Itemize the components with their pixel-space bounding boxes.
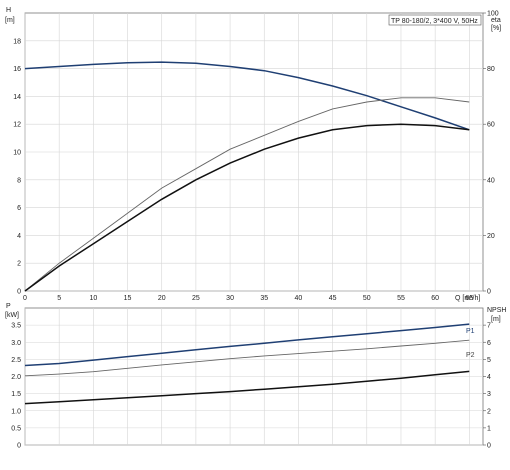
top-x-tick-labels: 0 5 10 15 20 25 30 35 40 45 50 55 60 65 bbox=[23, 295, 473, 302]
series-label-p1: P1 bbox=[466, 328, 475, 335]
bottom-right-tick-label: 3 bbox=[487, 391, 491, 398]
bottom-left-tick-label: 2.5 bbox=[11, 357, 21, 364]
x-tick-label: 60 bbox=[431, 295, 439, 302]
bottom-left-tick-label: 3.0 bbox=[11, 340, 21, 347]
bottom-series-line-1 bbox=[24, 339, 470, 377]
top-right-axis-label: eta bbox=[491, 17, 501, 24]
bottom-left-tick-label: 1.0 bbox=[11, 408, 21, 415]
top-right-tick-label: 100 bbox=[487, 11, 499, 18]
top-left-axis-unit-label: H bbox=[6, 7, 11, 14]
bottom-series-group bbox=[24, 323, 470, 405]
bottom-right-tick-labels: 0 1 2 3 4 5 6 7 bbox=[483, 323, 491, 450]
top-left-tick-label: 16 bbox=[13, 66, 21, 73]
bottom-right-tick-label: 5 bbox=[487, 357, 491, 364]
top-left-tick-label: 8 bbox=[17, 177, 21, 184]
top-grid bbox=[24, 13, 483, 292]
bottom-left-tick-labels: 0 0.5 1.0 1.5 2.0 2.5 3.0 3.5 bbox=[11, 323, 21, 450]
x-tick-label: 65 bbox=[465, 295, 473, 302]
top-left-tick-label: 4 bbox=[17, 233, 21, 240]
top-left-tick-labels: 0 2 4 6 8 10 12 14 16 18 bbox=[13, 38, 21, 295]
x-tick-label: 10 bbox=[89, 295, 97, 302]
top-right-tick-labels: 0 20 40 60 80 100 bbox=[483, 11, 499, 296]
bottom-left-tick-label: 0 bbox=[17, 443, 21, 450]
bottom-right-axis-label: NPSH bbox=[487, 307, 506, 314]
top-right-tick-label: 40 bbox=[487, 177, 495, 184]
bottom-right-tick-label: 1 bbox=[487, 425, 491, 432]
bottom-left-tick-label: 2.0 bbox=[11, 374, 21, 381]
bottom-grid bbox=[24, 308, 483, 446]
x-tick-label: 30 bbox=[226, 295, 234, 302]
top-right-axis-unit: [%] bbox=[491, 25, 501, 32]
bottom-right-axis-unit: [m] bbox=[491, 316, 501, 323]
x-tick-label: 35 bbox=[260, 295, 268, 302]
top-right-tick-label: 0 bbox=[487, 289, 491, 296]
x-tick-label: 55 bbox=[397, 295, 405, 302]
top-left-tick-label: 0 bbox=[17, 289, 21, 296]
bottom-right-tick-label: 4 bbox=[487, 374, 491, 381]
top-left-tick-label: 18 bbox=[13, 38, 21, 45]
chart-title-box bbox=[388, 14, 482, 26]
x-tick-label: 25 bbox=[192, 295, 200, 302]
x-tick-label: 20 bbox=[158, 295, 166, 302]
top-left-axis-unit: [m] bbox=[5, 17, 15, 24]
top-left-tick-label: 12 bbox=[13, 122, 21, 129]
top-series-line-0 bbox=[24, 61, 470, 131]
bottom-left-axis-unit: [kW] bbox=[5, 312, 19, 319]
bottom-left-tick-label: 1.5 bbox=[11, 391, 21, 398]
bottom-series-line-0 bbox=[24, 323, 470, 367]
top-left-tick-label: 14 bbox=[13, 94, 21, 101]
top-series-group bbox=[24, 61, 470, 292]
x-tick-label: 5 bbox=[57, 295, 61, 302]
bottom-series-line-2 bbox=[24, 370, 470, 405]
top-series-line-1 bbox=[24, 97, 470, 292]
top-left-tick-label: 10 bbox=[13, 150, 21, 157]
top-left-tick-label: 6 bbox=[17, 205, 21, 212]
x-tick-label: 50 bbox=[363, 295, 371, 302]
bottom-right-tick-label: 2 bbox=[487, 408, 491, 415]
top-right-tick-label: 20 bbox=[487, 233, 495, 240]
top-series-line-2 bbox=[24, 123, 470, 292]
series-label-p2: P2 bbox=[466, 352, 475, 359]
x-tick-label: 0 bbox=[23, 295, 27, 302]
x-tick-label: 45 bbox=[329, 295, 337, 302]
bottom-right-tick-label: 6 bbox=[487, 340, 491, 347]
x-tick-label: 40 bbox=[295, 295, 303, 302]
bottom-left-tick-label: 3.5 bbox=[11, 323, 21, 330]
x-axis-label: Q [m³/h] bbox=[455, 295, 480, 302]
bottom-left-axis-label: P bbox=[6, 303, 11, 310]
top-left-tick-label: 2 bbox=[17, 261, 21, 268]
chart-title: TP 80-180/2, 3*400 V, 50Hz bbox=[391, 18, 478, 25]
bottom-right-tick-label: 0 bbox=[487, 443, 491, 450]
bottom-left-tick-label: 0.5 bbox=[11, 425, 21, 432]
top-right-tick-label: 60 bbox=[487, 122, 495, 129]
top-right-tick-label: 80 bbox=[487, 66, 495, 73]
bottom-right-tick-label: 7 bbox=[487, 323, 491, 330]
x-tick-label: 15 bbox=[124, 295, 132, 302]
